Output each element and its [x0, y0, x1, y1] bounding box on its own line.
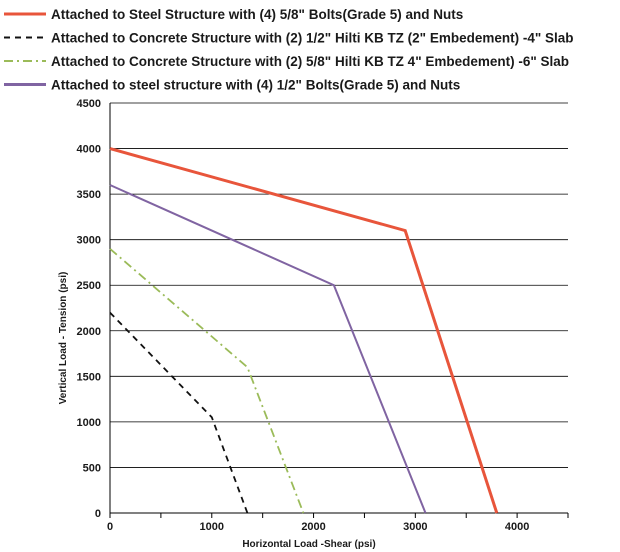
series-line-2	[109, 311, 249, 514]
x-tick-label-0: 0	[107, 521, 113, 533]
series-line-1	[109, 147, 499, 514]
series-lines	[109, 147, 499, 514]
y-tick-label-500: 500	[83, 462, 101, 474]
y-tick-label-2500: 2500	[77, 280, 101, 292]
y-tick-label-3500: 3500	[77, 189, 101, 201]
axes	[109, 103, 568, 514]
x-tick-label-3000: 3000	[403, 521, 427, 533]
y-tick-label-1000: 1000	[77, 417, 101, 429]
x-axis-label: Horizontal Load -Shear (psi)	[242, 539, 375, 550]
legend: Attached to Steel Structure with (4) 5/8…	[4, 7, 574, 93]
legend-label-1: Attached to Steel Structure with (4) 5/8…	[51, 7, 463, 22]
legend-label-2: Attached to Concrete Structure with (2) …	[51, 31, 574, 46]
y-tick-label-1500: 1500	[77, 371, 101, 383]
legend-label-4: Attached to steel structure with (4) 1/2…	[51, 78, 460, 93]
y-tick-label-3000: 3000	[77, 235, 101, 247]
series-line-4	[109, 184, 427, 514]
y-tick-labels: 0 500 1000 1500 2000 2500 3000 3500 4000 4500	[77, 98, 101, 520]
y-tick-label-0: 0	[95, 508, 101, 520]
x-tick-label-1000: 1000	[200, 521, 224, 533]
y-tick-label-4500: 4500	[77, 98, 101, 110]
series-line-3	[109, 248, 305, 514]
y-tick-label-2000: 2000	[77, 326, 101, 338]
grid	[110, 102, 568, 514]
x-tick-label-4000: 4000	[505, 521, 529, 533]
y-axis-label: Vertical Load - Tension (psi)	[58, 272, 69, 405]
legend-label-3: Attached to Concrete Structure with (2) …	[51, 54, 569, 69]
y-tick-label-4000: 4000	[77, 144, 101, 156]
x-tick-label-2000: 2000	[301, 521, 325, 533]
x-tick-labels: 0 1000 2000 3000 4000	[107, 513, 569, 533]
